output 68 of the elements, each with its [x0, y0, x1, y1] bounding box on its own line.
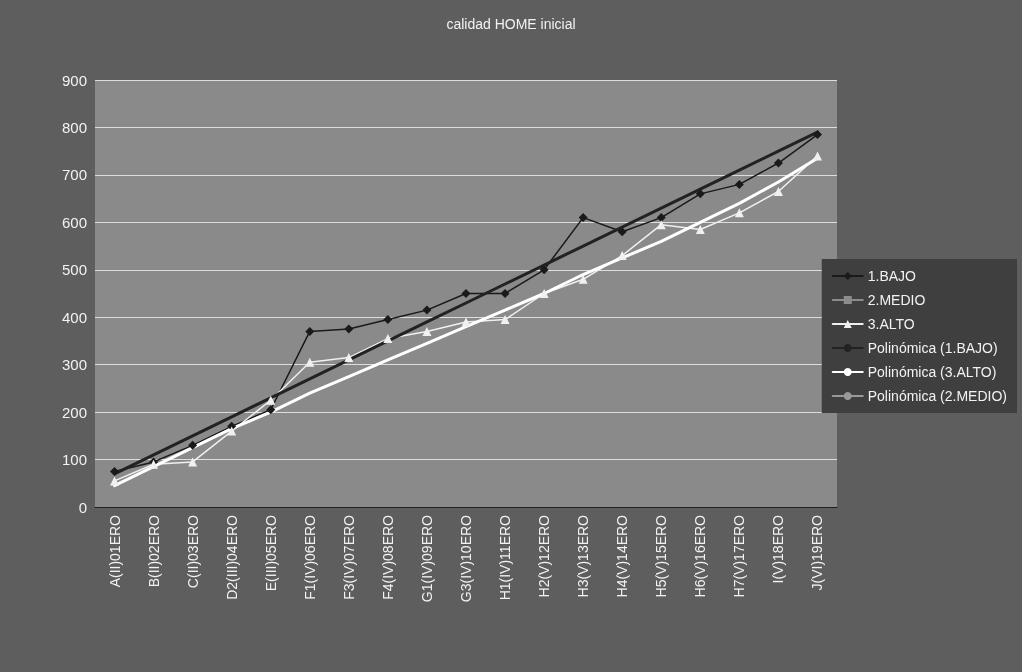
- x-tick-label: J(VI)19ERO: [809, 514, 826, 591]
- point: [695, 189, 705, 199]
- legend-label: 3.ALTO: [867, 316, 915, 332]
- x-tick-label: C(II)03ERO: [184, 514, 201, 589]
- y-tick-label: 500: [61, 261, 87, 279]
- y-tick-label: 900: [61, 71, 87, 89]
- x-tick-label: F1(IV)06ERO: [301, 514, 318, 600]
- y-tick-label: 800: [61, 118, 87, 136]
- legend-label: Polinómica (2.MEDIO): [867, 388, 1008, 404]
- x-tick-label: H2(V)12ERO: [536, 514, 553, 598]
- point: [344, 324, 354, 334]
- point: [305, 357, 315, 367]
- point: [812, 130, 822, 140]
- point: [110, 476, 120, 486]
- legend-label: Polinómica (3.ALTO): [867, 364, 997, 380]
- x-tick-label: H1(IV)11ERO: [497, 514, 514, 601]
- point: [461, 317, 471, 327]
- x-tick-label: H4(V)14ERO: [614, 514, 631, 598]
- point: [383, 315, 393, 325]
- point: [266, 405, 276, 415]
- chart-title: calidad HOME inicial: [446, 16, 576, 32]
- point: [305, 326, 315, 336]
- point: [578, 213, 588, 223]
- x-tick-label: D2(III)04ERO: [223, 514, 240, 600]
- point: [812, 151, 822, 161]
- x-tick-label: H7(V)17ERO: [731, 514, 748, 598]
- point: [110, 466, 120, 476]
- x-tick-label: E(III)05ERO: [262, 514, 279, 592]
- y-tick-label: 100: [61, 451, 87, 469]
- point: [578, 274, 588, 284]
- point: [461, 289, 471, 298]
- point: [500, 315, 510, 325]
- point: [656, 213, 666, 223]
- x-tick-label: F3(IV)07ERO: [340, 514, 357, 600]
- x-tick-label: B(II)02ERO: [145, 514, 162, 588]
- point: [773, 186, 783, 196]
- x-tick-label: I(V)18ERO: [770, 514, 787, 584]
- y-tick-label: 0: [78, 498, 87, 516]
- point: [266, 395, 276, 405]
- point: [422, 326, 432, 336]
- point: [734, 179, 744, 189]
- x-tick-label: H5(V)15ERO: [653, 514, 670, 598]
- x-tick-label: H6(V)16ERO: [692, 514, 709, 598]
- x-tick-label: H3(V)13ERO: [575, 514, 592, 598]
- point: [188, 440, 198, 450]
- y-tick-label: 700: [61, 166, 87, 184]
- y-tick-label: 200: [61, 403, 87, 421]
- point: [539, 289, 549, 298]
- x-tick-label: F4(IV)08ERO: [379, 514, 396, 600]
- legend-label: 2.MEDIO: [867, 292, 926, 308]
- legend-label: 1.BAJO: [867, 268, 917, 284]
- point: [695, 224, 705, 234]
- point: [422, 305, 432, 315]
- legend-label: Polinómica (1.BAJO): [867, 340, 998, 356]
- point: [383, 334, 393, 344]
- point: [617, 251, 627, 261]
- y-tick-label: 600: [61, 213, 87, 231]
- point: [500, 289, 510, 298]
- point: [539, 265, 549, 275]
- point: [344, 353, 354, 363]
- x-tick-label: G1(IV)09ERO: [418, 514, 435, 603]
- x-tick-label: G3(IV)10ERO: [458, 514, 474, 603]
- point: [773, 158, 783, 168]
- point: [617, 227, 627, 237]
- y-tick-label: 300: [61, 356, 87, 374]
- point: [227, 426, 237, 436]
- y-tick-label: 400: [61, 308, 87, 326]
- x-tick-label: A(II)01ERO: [106, 514, 123, 588]
